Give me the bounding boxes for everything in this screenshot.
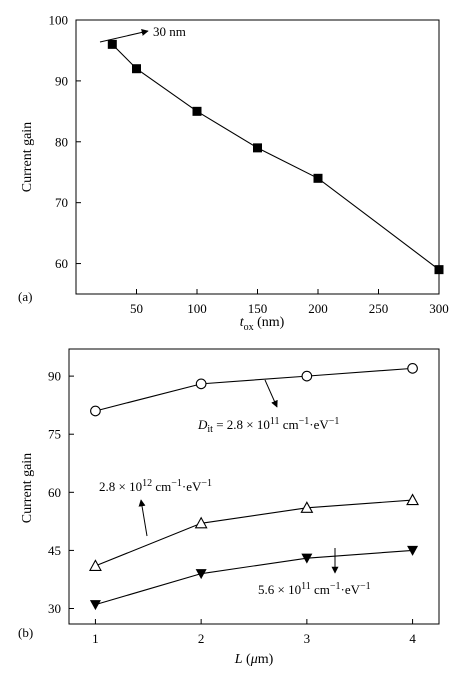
x-tick-label: 250: [369, 301, 389, 316]
data-point-series-1: [407, 363, 418, 374]
x-tick-label: 200: [308, 301, 328, 316]
annotation-5p6e11-unit2-exp: −1: [360, 581, 371, 592]
y-tick-label: 30: [48, 601, 61, 616]
x-axis-title-a: tox (nm): [240, 315, 285, 333]
x-tick-labels-a: 50 100 150 200 250 300: [130, 301, 449, 316]
annotation-5p6e11-exp: 11: [301, 581, 311, 592]
y-tick-label: 80: [55, 134, 68, 149]
plot-frame-a: [75, 19, 440, 295]
annotation-arrow-30nm: [99, 28, 149, 43]
chart-panel-a: 50 100 150 200 250 300 60 70 80 90 100 30 nm Curr…: [18, 13, 449, 334]
x-axis-title-b-unit-mu: μ: [250, 652, 258, 667]
plot-frame-b: [68, 348, 440, 625]
series-line-1: [95, 367, 413, 412]
data-point-series-1: [313, 173, 323, 183]
x-axis-title-b: L (μm): [234, 652, 274, 667]
annotation-label-30nm: 30 nm: [153, 24, 186, 39]
data-point-series-1: [434, 265, 444, 275]
annotation-dit-unit1: cm: [280, 417, 299, 432]
data-point-series-1: [195, 378, 207, 390]
panel-label-a: (a): [18, 289, 32, 304]
tick-marks-a: [76, 19, 440, 294]
data-point-series-3: [195, 569, 207, 580]
data-point-series-1: [90, 405, 101, 417]
annotation-5p6e11-mid: 5.6 × 10: [258, 582, 301, 597]
annotation-5p6e11-unit1: cm: [311, 582, 330, 597]
series-markers-b: [88, 363, 420, 611]
annotation-2p8e12-unit2: ·eV: [182, 479, 202, 494]
data-point-series-1: [132, 64, 141, 74]
data-point-series-2: [88, 559, 102, 571]
annotation-2p8e12-unit1-exp: −1: [171, 478, 182, 489]
annotation-label-dit: Dit = 2.8 × 1011 cm−1·eV−1: [197, 416, 339, 435]
data-point-series-3: [89, 600, 101, 611]
data-point-series-3: [407, 545, 419, 556]
data-point-series-1: [253, 143, 262, 153]
annotation-2p8e12-mid: 2.8 × 10: [99, 479, 142, 494]
annotation-2p8e12-exp: 12: [142, 478, 152, 489]
annotation-arrow-2p8e12: [138, 499, 148, 537]
annotation-label-5p6e11: 5.6 × 1011 cm−1·eV−1: [258, 581, 371, 597]
y-tick-label: 90: [55, 73, 68, 88]
annotation-5p6e11-unit2: ·eV: [341, 582, 361, 597]
y-tick-label: 75: [48, 427, 61, 442]
x-axis-title-b-unit-rest: m): [258, 652, 274, 667]
y-tick-label: 60: [48, 485, 61, 500]
y-axis-title-b: Current gain: [20, 453, 35, 523]
y-tick-label: 70: [55, 195, 68, 210]
x-tick-label: 4: [409, 631, 416, 646]
x-axis-title-a-main: t: [240, 315, 245, 330]
y-tick-label: 45: [48, 543, 61, 558]
annotation-dit-unit1-exp: −1: [299, 416, 310, 427]
series-lines-b: [95, 367, 413, 606]
x-tick-label: 2: [198, 631, 205, 646]
data-point-series-2: [300, 501, 314, 513]
panel-label-b: (b): [18, 625, 33, 640]
y-tick-label: 100: [49, 13, 69, 28]
x-tick-label: 100: [187, 301, 207, 316]
y-axis-title-a: Current gain: [20, 122, 35, 192]
annotation-arrow-dit: [264, 379, 278, 408]
x-tick-label: 50: [130, 301, 143, 316]
y-tick-labels-a: 60 70 80 90 100: [49, 13, 69, 272]
x-axis-title-a-unit: (nm): [254, 315, 285, 330]
series-markers-a: [107, 39, 444, 275]
x-tick-label: 300: [429, 301, 449, 316]
series-lines-a: [111, 43, 440, 271]
annotation-2p8e12-unit1: cm: [152, 479, 171, 494]
data-point-series-2: [194, 516, 208, 529]
annotation-5p6e11-unit1-exp: −1: [330, 581, 341, 592]
data-point-series-1: [301, 370, 313, 382]
series-line-1: [111, 43, 440, 271]
y-tick-labels-b: 30 45 60 75 90: [48, 369, 61, 616]
x-tick-label: 1: [92, 631, 99, 646]
annotation-dit-prefix: D: [197, 417, 208, 432]
x-axis-title-b-unit-prefix: (: [243, 652, 252, 667]
annotation-dit-exp: 11: [270, 416, 280, 427]
x-axis-title-a-sub: ox: [244, 322, 254, 333]
data-point-series-2: [406, 493, 420, 506]
annotation-dit-unit2: ·eV: [309, 417, 329, 432]
x-tick-labels-b: 1 2 3 4: [92, 631, 416, 646]
annotation-2p8e12-unit2-exp: −1: [201, 478, 212, 489]
y-tick-label: 60: [55, 256, 68, 271]
annotation-dit-prefix-sub: it: [207, 424, 213, 435]
data-point-series-1: [107, 39, 117, 49]
series-line-2: [95, 499, 413, 567]
annotation-dit-unit2-exp: −1: [329, 416, 340, 427]
data-point-series-1: [192, 106, 202, 116]
y-tick-label: 90: [48, 369, 61, 384]
annotation-label-2p8e12: 2.8 × 1012 cm−1·eV−1: [99, 478, 212, 494]
tick-marks-b: [69, 375, 414, 624]
x-axis-title-b-main: L: [234, 652, 243, 667]
data-point-series-3: [301, 553, 313, 564]
x-tick-label: 3: [304, 631, 311, 646]
x-tick-label: 150: [248, 301, 268, 316]
series-line-3: [95, 549, 413, 606]
annotation-dit-mid: = 2.8 × 10: [213, 417, 270, 432]
